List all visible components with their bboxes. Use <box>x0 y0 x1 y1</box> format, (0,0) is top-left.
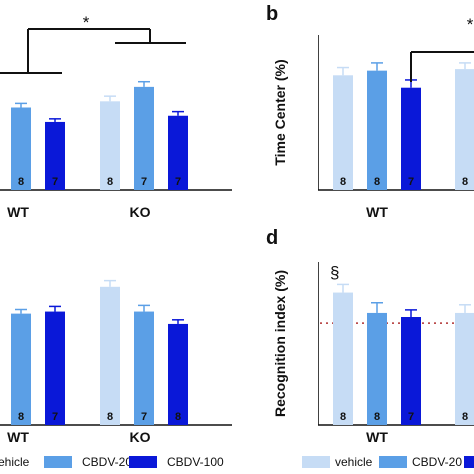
legend-swatch-cbdv-20 <box>379 456 407 468</box>
bar-cbdv-20 <box>134 86 154 190</box>
panel-b: 0 10 20 30 40 50 8 8 8 7 * <box>296 15 474 198</box>
bar-cbdv-100 <box>45 121 65 190</box>
n-label: 8 <box>107 176 113 188</box>
n-label: 8 <box>18 411 24 423</box>
bar-cbdv-20 <box>11 313 31 425</box>
bar-cbdv-20 <box>11 107 31 190</box>
n-label: 8 <box>175 411 181 423</box>
n-label: 7 <box>141 176 147 188</box>
n-label: 8 <box>340 411 346 423</box>
bar-vehicle <box>455 69 474 190</box>
y-tick-label: 0 <box>303 183 310 198</box>
sig-star: * <box>467 15 474 34</box>
legend-right: vehicle CBDV-20 <box>302 455 474 469</box>
group-label: WT <box>7 429 29 445</box>
n-label: 7 <box>408 411 414 423</box>
y-tick-label: 40 <box>296 336 310 351</box>
bar-vehicle <box>100 101 120 190</box>
bar-cbdv-20 <box>367 70 387 190</box>
bar-cbdv-100 <box>168 323 188 425</box>
legend-left: ehicle CBDV-20 CBDV-100 <box>0 455 224 469</box>
bar-vehicle <box>100 286 120 425</box>
n-label: 8 <box>340 176 346 188</box>
y-tick-label: 20 <box>296 121 310 136</box>
legend-label: CBDV-20 <box>82 455 132 469</box>
bar-vehicle <box>333 292 353 425</box>
group-label: KO <box>130 204 151 220</box>
n-label: 7 <box>141 411 147 423</box>
panel-d: 0 20 40 60 80 8 8 8 7 § <box>296 255 474 433</box>
bar-cbdv-20 <box>367 312 387 425</box>
bar-cbdv-100 <box>45 311 65 425</box>
y-tick-label: 80 <box>296 255 310 270</box>
n-label: 8 <box>374 411 380 423</box>
n-label: 8 <box>462 411 468 423</box>
bar-cbdv-20 <box>134 311 154 425</box>
sig-star: * <box>83 13 90 32</box>
y-tick-label: 20 <box>296 377 310 392</box>
y-tick-label: 0 <box>303 418 310 433</box>
y-axis-label: Time Center (%) <box>272 59 288 165</box>
n-label: 8 <box>462 176 468 188</box>
legend-label-partial: ehicle <box>0 455 30 469</box>
y-axis-label: Recognition index (%) <box>272 270 288 417</box>
panel-letter: b <box>266 3 278 25</box>
n-label: 8 <box>18 176 24 188</box>
group-label: KO <box>130 429 151 445</box>
legend-label: CBDV-100 <box>167 455 224 469</box>
group-label: WT <box>7 204 29 220</box>
n-label: 8 <box>107 411 113 423</box>
y-tick-label: 40 <box>296 59 310 74</box>
y-tick-label: 30 <box>296 90 310 105</box>
y-tick-label: 10 <box>296 152 310 167</box>
bar-cbdv-100 <box>168 115 188 190</box>
legend-swatch-cbdv-100 <box>129 456 157 468</box>
group-label: WT <box>366 204 388 220</box>
legend-label: CBDV-20 <box>412 455 462 469</box>
significance-annotation: § <box>330 263 339 282</box>
bar-cbdv-100 <box>401 87 421 190</box>
y-tick-label: 60 <box>296 295 310 310</box>
bar-vehicle <box>333 75 353 190</box>
n-label: 7 <box>408 176 414 188</box>
legend-swatch-vehicle <box>302 456 330 468</box>
n-label: 7 <box>175 176 181 188</box>
n-label: 7 <box>52 411 58 423</box>
group-label: WT <box>366 429 388 445</box>
y-tick-label: 50 <box>296 28 310 43</box>
bar-vehicle <box>455 312 474 425</box>
legend-swatch-cbdv-100 <box>464 456 474 468</box>
panel-letter: d <box>266 227 278 249</box>
panel-a: 8 8 7 7 7 * <box>0 13 232 191</box>
n-label: 7 <box>52 176 58 188</box>
legend-swatch-cbdv-20 <box>44 456 72 468</box>
n-label: 8 <box>374 176 380 188</box>
legend-label: vehicle <box>335 455 373 469</box>
bar-cbdv-100 <box>401 317 421 425</box>
panel-c: 8 8 7 7 8 <box>0 279 232 426</box>
